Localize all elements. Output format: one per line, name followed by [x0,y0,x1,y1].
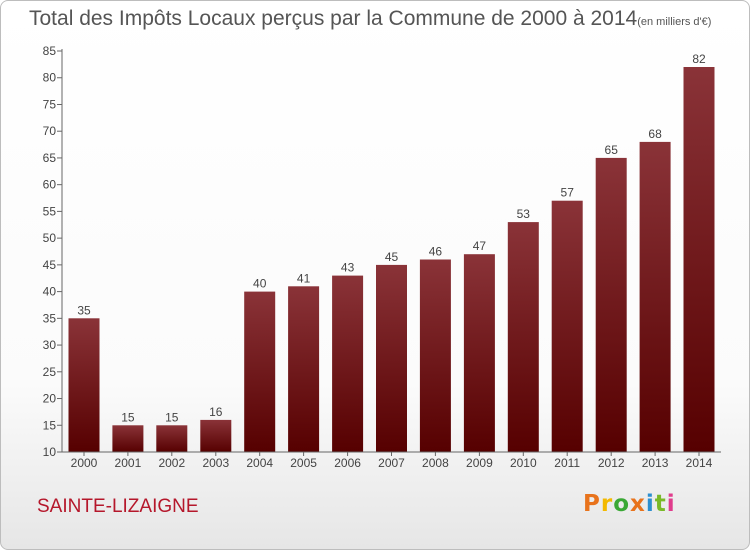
y-tick-label: 10 [43,445,57,459]
x-tick-label: 2006 [334,456,361,470]
logo-letter: i [666,491,676,517]
x-tick-label: 2010 [510,456,537,470]
x-tick-label: 2005 [290,456,317,470]
bar [200,419,232,452]
data-label: 45 [385,250,399,264]
bar [68,318,100,452]
bar [683,67,715,452]
y-tick-label: 30 [43,338,57,352]
x-tick-label: 2007 [378,456,405,470]
data-label: 41 [297,271,311,285]
bar [419,259,451,452]
x-tick-label: 2009 [466,456,493,470]
logo-letter: P [583,491,601,517]
y-tick-label: 40 [43,285,57,299]
y-tick-label: 25 [43,365,57,379]
title-main: Total des Impôts Locaux perçus par la Co… [29,7,638,30]
x-tick-label: 2000 [71,456,98,470]
data-label: 43 [341,261,355,275]
data-label: 68 [648,127,662,141]
data-label: 16 [209,405,223,419]
x-tick-label: 2011 [554,456,580,470]
x-tick-label: 2014 [686,456,713,470]
bar [332,275,364,452]
bar [551,200,583,452]
bar [463,254,495,452]
bar [156,425,188,452]
bar [639,141,671,452]
x-tick-label: 2004 [246,456,273,470]
logo-letter: x [630,491,646,517]
x-tick-label: 2001 [115,456,142,470]
data-label: 15 [165,410,179,424]
logo-letter: i [645,491,655,517]
axes-group [57,49,721,456]
y-tick-label: 45 [43,258,57,272]
x-tick-label: 2003 [202,456,229,470]
bar [376,264,407,452]
title-unit: (en milliers d'€) [637,16,712,28]
bar [112,425,144,452]
logo-letter: r [600,491,614,517]
y-tick-label: 80 [43,71,57,85]
y-tick-label: 75 [43,97,57,111]
data-label: 35 [77,303,91,317]
y-tick-label: 50 [43,231,57,245]
y-tick-label: 55 [43,204,57,218]
x-tick-label: 2002 [158,456,185,470]
y-tick-label: 70 [43,124,57,138]
y-tick-label: 65 [43,151,57,165]
commune-name: SAINTE-LIZAIGNE [37,496,199,517]
y-tick-label: 85 [43,44,57,58]
data-label: 57 [561,186,575,200]
y-tick-label: 15 [43,418,57,432]
x-tick-label: 2012 [598,456,625,470]
bar [507,222,539,452]
data-label: 15 [121,410,135,424]
data-label: 47 [473,239,487,253]
y-tick-label: 35 [43,311,57,325]
data-label: 82 [692,52,706,66]
y-tick-label: 20 [43,392,57,406]
data-label: 46 [429,245,443,259]
logo-letter: t [654,491,667,517]
x-tick-label: 2013 [642,456,669,470]
data-label: 53 [517,207,531,221]
x-tick-label: 2008 [422,456,449,470]
logo-letter: o [613,491,631,517]
bar [595,157,627,452]
data-label: 65 [605,143,619,157]
data-label: 40 [253,277,267,291]
y-tick-label: 60 [43,178,57,192]
proxiti-logo[interactable]: Proxiti [583,491,676,517]
bar [288,286,320,452]
bars-group [68,67,715,452]
labels-group: 10 15 20 25 30 35 40 45 50 55 60 65 70 75 80 85 35 2000 15… [43,44,713,470]
bar [244,291,276,452]
chart-title: Total des Impôts Locaux perçus par la Co… [29,7,711,31]
